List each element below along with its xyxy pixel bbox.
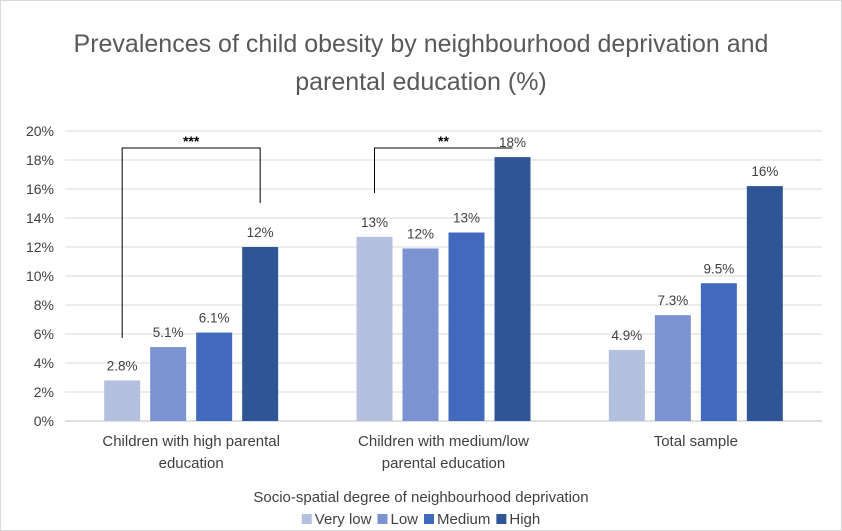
data-label: 18% xyxy=(499,135,526,150)
y-tick-label: 14% xyxy=(26,210,54,226)
bar-low xyxy=(402,248,439,421)
bars xyxy=(104,157,783,421)
legend-item: High xyxy=(496,511,540,528)
legend-label: Medium xyxy=(437,511,490,528)
legend: Very low Low Medium High xyxy=(301,511,540,528)
chart-title: Prevalences of child obesity by neighbou… xyxy=(74,30,769,96)
bar-very-low xyxy=(356,236,393,421)
gridlines xyxy=(65,130,822,422)
significance-label: ** xyxy=(438,133,449,149)
category-label: Children with medium/low xyxy=(358,433,529,450)
y-tick-label: 10% xyxy=(26,268,54,284)
y-axis: 0% 2% 4% 6% 8% 10% 12% 14% 16% 18% 20% xyxy=(26,123,54,429)
bar-medium xyxy=(196,332,233,421)
category-label: Children with high parental xyxy=(102,433,280,450)
y-tick-label: 16% xyxy=(26,181,54,197)
category-label: parental education xyxy=(382,455,505,472)
y-tick-label: 6% xyxy=(34,326,54,342)
y-tick-label: 8% xyxy=(34,297,54,313)
data-label: 7.3% xyxy=(657,293,688,308)
data-label: 12% xyxy=(407,226,434,241)
x-axis: Children with high parental education Chil… xyxy=(102,433,738,472)
legend-item: Low xyxy=(377,511,418,528)
significance-brackets: *** ** xyxy=(121,133,513,338)
legend-swatch xyxy=(424,514,435,524)
data-label: 13% xyxy=(453,211,480,226)
data-label: 12% xyxy=(247,225,274,240)
bar-high xyxy=(746,186,783,421)
bar-low xyxy=(654,315,691,421)
bar-medium xyxy=(700,283,737,421)
legend-swatch xyxy=(496,514,507,524)
significance-bracket xyxy=(121,147,261,338)
bar-high xyxy=(494,157,531,421)
y-tick-label: 0% xyxy=(34,413,54,429)
bar-high xyxy=(242,247,279,421)
legend-label: Very low xyxy=(315,511,372,528)
data-labels: 2.8% 13% 4.9% 5.1% 12% 7.3% 6.1% 13% 9.5% 12% 18% 1… xyxy=(107,135,779,373)
y-tick-label: 2% xyxy=(34,384,54,400)
legend-item: Medium xyxy=(424,511,490,528)
category-label: education xyxy=(159,455,224,472)
data-label: 6.1% xyxy=(199,311,230,326)
x-axis-title: Socio-spatial degree of neighbourhood de… xyxy=(253,489,588,506)
data-label: 4.9% xyxy=(611,328,642,343)
chart-title-line-2: parental education (%) xyxy=(295,68,547,96)
y-tick-label: 20% xyxy=(26,123,54,139)
y-tick-label: 4% xyxy=(34,355,54,371)
y-tick-label: 18% xyxy=(26,152,54,168)
significance-label: *** xyxy=(183,133,200,149)
data-label: 5.1% xyxy=(153,325,184,340)
legend-label: High xyxy=(509,511,540,528)
bar-medium xyxy=(448,232,485,421)
chart-title-line-1: Prevalences of child obesity by neighbou… xyxy=(74,30,769,58)
data-label: 16% xyxy=(751,164,778,179)
significance-bracket xyxy=(374,147,513,193)
data-label: 13% xyxy=(361,215,388,230)
data-label: 9.5% xyxy=(703,261,734,276)
legend-item: Very low xyxy=(301,511,372,528)
data-label: 2.8% xyxy=(107,358,138,373)
bar-low xyxy=(150,347,187,421)
bar-very-low xyxy=(104,380,141,421)
y-tick-label: 12% xyxy=(26,239,54,255)
legend-swatch xyxy=(301,514,312,524)
legend-swatch xyxy=(377,514,388,524)
legend-label: Low xyxy=(390,511,418,528)
bar-very-low xyxy=(608,349,645,421)
category-label: Total sample xyxy=(654,433,738,450)
